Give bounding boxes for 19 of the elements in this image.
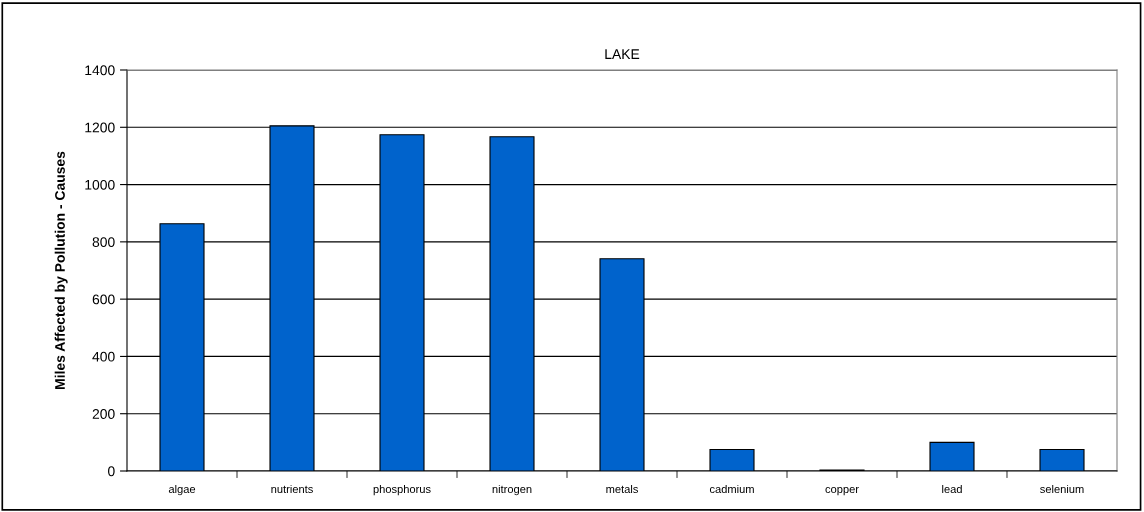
x-tick-label: phosphorus bbox=[373, 484, 431, 496]
y-tick-label: 1200 bbox=[85, 122, 115, 133]
y-tick-label: 200 bbox=[92, 409, 115, 419]
x-tick-label: lead bbox=[942, 484, 962, 494]
x-tick-label: nutrients bbox=[271, 484, 313, 494]
y-tick-label: 600 bbox=[92, 294, 115, 305]
x-tick-label: nitrogen bbox=[492, 484, 532, 496]
x-tick-label: algae bbox=[168, 484, 196, 496]
y-tick-label: 1400 bbox=[85, 65, 115, 76]
chart-title: LAKE bbox=[605, 49, 640, 59]
y-tick-label: 800 bbox=[92, 237, 115, 248]
x-tick-label: selenium bbox=[1040, 484, 1084, 494]
y-tick-label: 1000 bbox=[85, 179, 115, 190]
y-axis-title: Miles Affected by Pollution - Causes bbox=[54, 151, 68, 389]
y-tick-label: 0 bbox=[108, 466, 115, 477]
x-tick-label: copper bbox=[825, 486, 859, 496]
x-tick-label: cadmium bbox=[709, 484, 754, 494]
x-tick-label: metals bbox=[606, 484, 638, 494]
y-tick-label: 400 bbox=[92, 351, 115, 362]
